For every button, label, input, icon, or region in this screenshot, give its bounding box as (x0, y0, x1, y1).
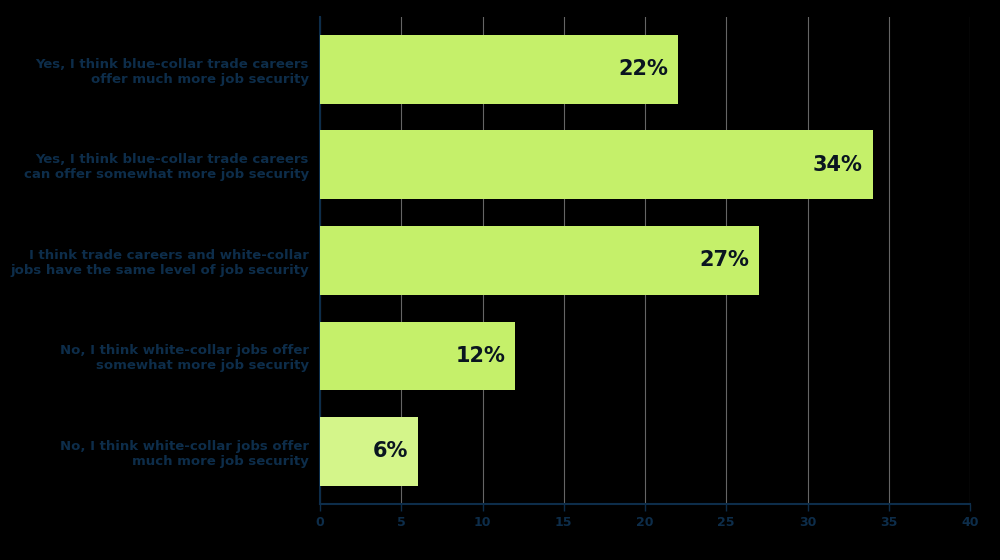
Bar (320, 226, 759, 295)
Text: 27%: 27% (699, 250, 749, 270)
Bar (320, 35, 678, 104)
Bar (320, 321, 515, 390)
Text: 12%: 12% (455, 346, 505, 366)
Bar (320, 130, 872, 199)
Text: 34%: 34% (813, 155, 863, 175)
Text: 6%: 6% (372, 441, 408, 461)
Bar (320, 417, 418, 486)
Text: 22%: 22% (618, 59, 668, 80)
